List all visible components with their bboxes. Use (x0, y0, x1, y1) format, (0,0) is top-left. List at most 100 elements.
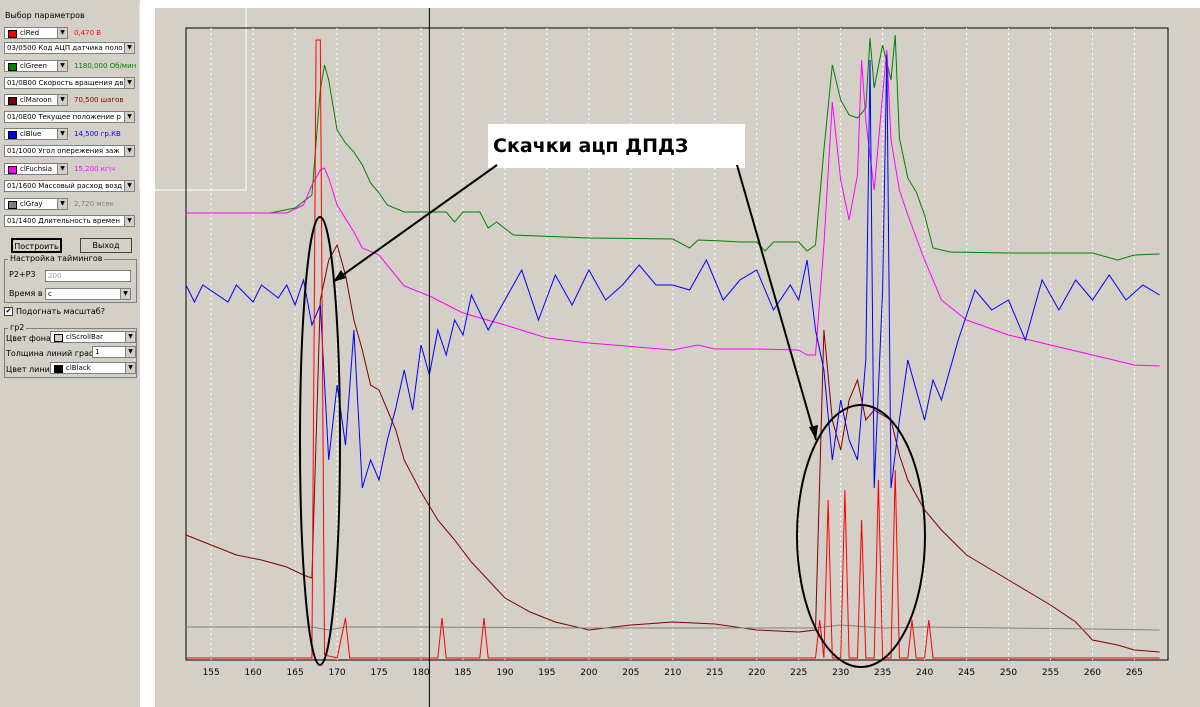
chevron-down-icon: ▼ (124, 146, 134, 156)
x-tick-label: 240 (916, 668, 933, 678)
x-tick-label: 155 (203, 668, 220, 678)
param-value: 15,200 кг\ч (74, 165, 116, 173)
color-select[interactable]: clGray ▼ (4, 198, 68, 210)
parameter-panel: Выбор параметров clRed ▼ 0,470 В 03/0500… (0, 0, 140, 707)
param-value: 14,500 гр.КВ (74, 130, 121, 138)
chevron-down-icon: ▼ (124, 78, 134, 88)
x-tick-label: 160 (245, 668, 262, 678)
x-tick-label: 235 (874, 668, 891, 678)
color-select[interactable]: clRed ▼ (4, 27, 68, 39)
annotation-text: Скачки ацп ДПДЗ (493, 135, 688, 157)
chevron-down-icon: ▼ (120, 289, 130, 299)
series-line-0 (186, 34, 1160, 261)
x-tick-label: 245 (958, 668, 975, 678)
bg-color-select[interactable]: clScrollBar ▼ (50, 331, 136, 343)
annotation-arrow-right (736, 164, 817, 441)
annotation-arrow-left (332, 164, 498, 283)
highlight-ellipse-right (796, 404, 926, 668)
grid (210, 28, 1135, 660)
line-color-select[interactable]: clBlack ▼ (50, 362, 136, 374)
series-line-3 (185, 54, 1160, 489)
chevron-down-icon: ▼ (125, 363, 135, 373)
color-select[interactable]: clGreen ▼ (4, 60, 68, 72)
x-tick-label: 250 (1000, 668, 1017, 678)
series-line-4 (186, 624, 1160, 631)
time-unit-select[interactable]: с ▼ (45, 288, 131, 300)
param-value: 2,720 мсек (74, 200, 114, 208)
chevron-down-icon: ▼ (124, 43, 134, 53)
gr2-group-title: гр2 (8, 323, 27, 332)
x-tick-label: 260 (1084, 668, 1101, 678)
series-line-5 (186, 39, 1160, 659)
highlight-ellipse-left (299, 216, 341, 666)
exit-button[interactable]: Выход (80, 238, 132, 253)
chevron-down-icon: ▼ (57, 199, 67, 209)
param-2-select[interactable]: 01/0E00 Текущее положение р ▼ (4, 111, 135, 123)
x-axis-ticks: 155 160 165 170 175 180 185 190 195 200 205 210 215 2… (203, 668, 1143, 678)
series-line-1 (186, 49, 1160, 367)
series-lines (185, 34, 1160, 659)
chart-background (155, 8, 1200, 707)
param-4-select[interactable]: 01/1600 Массовый расход возд ▼ (4, 180, 135, 192)
x-tick-label: 165 (287, 668, 304, 678)
color-swatch (8, 63, 17, 71)
chevron-down-icon: ▼ (57, 28, 67, 38)
color-swatch (8, 97, 17, 105)
build-button[interactable]: Построить (11, 238, 62, 253)
p2p3-label: P2+P3 (9, 270, 36, 279)
plot-frame (185, 27, 1169, 661)
chevron-down-icon: ▼ (125, 347, 135, 357)
param-0-select[interactable]: 03/0500 Код АЦП датчика поло ▼ (4, 42, 135, 54)
color-select[interactable]: clFuchsia ▼ (4, 163, 68, 175)
timings-group-title: Настройка таймингов (8, 254, 105, 263)
x-tick-label: 195 (538, 668, 555, 678)
param-1-select[interactable]: 01/0B00 Скорость вращения дв ▼ (4, 77, 135, 89)
x-tick-label: 185 (454, 668, 471, 678)
color-swatch (54, 365, 63, 373)
line-color-label: Цвет линий (6, 365, 55, 374)
x-tick-label: 220 (748, 668, 765, 678)
chevron-down-icon: ▼ (124, 112, 134, 122)
x-tick-label: 170 (328, 668, 345, 678)
color-swatch (8, 30, 17, 38)
fit-scale-checkbox[interactable]: ✔ (4, 307, 13, 316)
param-5-select[interactable]: 01/1400 Длительность времен ▼ (4, 215, 135, 227)
color-select[interactable]: clBlue ▼ (4, 128, 68, 140)
chevron-down-icon: ▼ (125, 332, 135, 342)
chevron-down-icon: ▼ (124, 181, 134, 191)
param-value: 70,500 шагов (74, 96, 124, 104)
color-select[interactable]: clMaroon ▼ (4, 94, 68, 106)
x-tick-label: 205 (622, 668, 639, 678)
color-swatch (8, 131, 17, 139)
fit-scale-label: Подогнать масштаб? (16, 307, 105, 316)
chevron-down-icon: ▼ (57, 164, 67, 174)
chevron-down-icon: ▼ (57, 95, 67, 105)
bg-color-label: Цвет фона (6, 334, 51, 343)
panel-title: Выбор параметров (5, 11, 85, 20)
x-tick-label: 230 (832, 668, 849, 678)
color-swatch (8, 201, 17, 209)
chevron-down-icon: ▼ (57, 61, 67, 71)
overlay-frame (139, 4, 247, 191)
series-line-2 (185, 243, 1160, 653)
x-tick-label: 225 (790, 668, 807, 678)
time-label: Время в (9, 289, 43, 298)
color-swatch (54, 334, 63, 342)
arrowhead-icon (333, 270, 346, 282)
x-tick-label: 180 (412, 668, 429, 678)
line-width-label: Толщина линий график (6, 349, 106, 358)
x-tick-label: 255 (1042, 668, 1059, 678)
gr2-group (4, 328, 137, 378)
x-tick-label: 200 (580, 668, 597, 678)
param-3-select[interactable]: 01/1000 Угол опережения заж ▼ (4, 145, 135, 157)
x-tick-label: 175 (370, 668, 387, 678)
param-value: 0,470 В (74, 29, 102, 37)
p2p3-input[interactable]: 200 (45, 270, 131, 282)
arrowhead-icon (809, 425, 818, 440)
param-value: 1180,000 Об/мин (74, 62, 137, 70)
x-tick-label: 215 (706, 668, 723, 678)
x-tick-label: 210 (664, 668, 681, 678)
line-width-select[interactable]: 1 ▼ (92, 346, 136, 358)
x-tick-label: 265 (1126, 668, 1143, 678)
